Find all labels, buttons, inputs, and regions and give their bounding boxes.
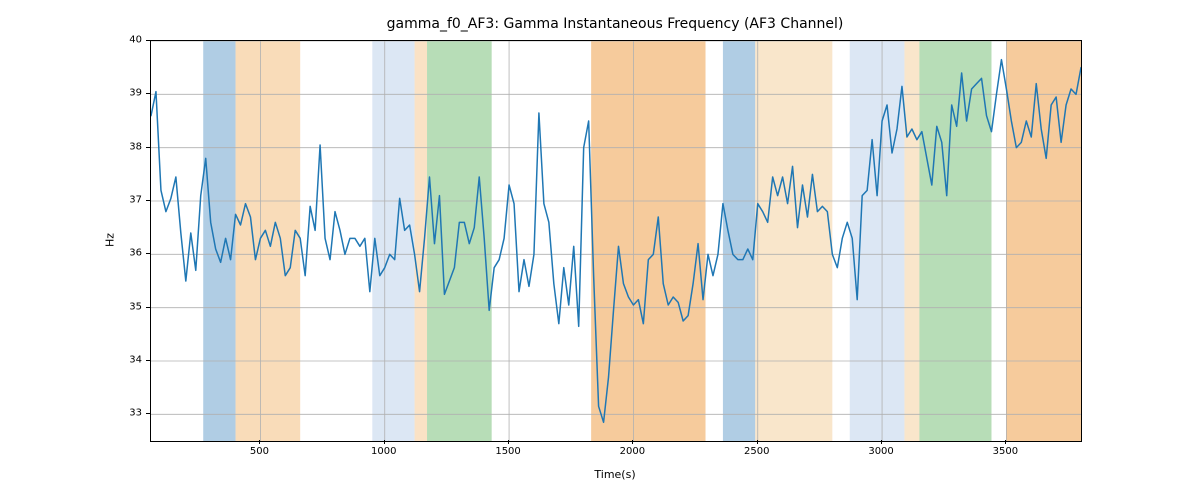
y-tick-label: 37 [129,195,142,206]
x-tick-label: 1500 [495,446,520,457]
y-tick-label: 39 [129,88,142,99]
plot-svg [151,41,1081,441]
y-tick-label: 38 [129,141,142,152]
plot-area [150,40,1082,442]
x-tick-label: 1000 [371,446,396,457]
y-axis-label: Hz [104,233,117,247]
x-tick-label: 2000 [620,446,645,457]
x-axis-label: Time(s) [594,468,635,481]
x-tick-label: 3500 [993,446,1018,457]
x-tick-label: 500 [250,446,269,457]
chart-title: gamma_f0_AF3: Gamma Instantaneous Freque… [150,16,1080,32]
y-tick-label: 40 [129,35,142,46]
x-tick-label: 3000 [868,446,893,457]
y-tick-label: 36 [129,248,142,259]
y-tick-label: 35 [129,301,142,312]
y-tick-label: 34 [129,355,142,366]
x-tick-label: 2500 [744,446,769,457]
y-tick-label: 33 [129,408,142,419]
figure: gamma_f0_AF3: Gamma Instantaneous Freque… [0,0,1200,500]
